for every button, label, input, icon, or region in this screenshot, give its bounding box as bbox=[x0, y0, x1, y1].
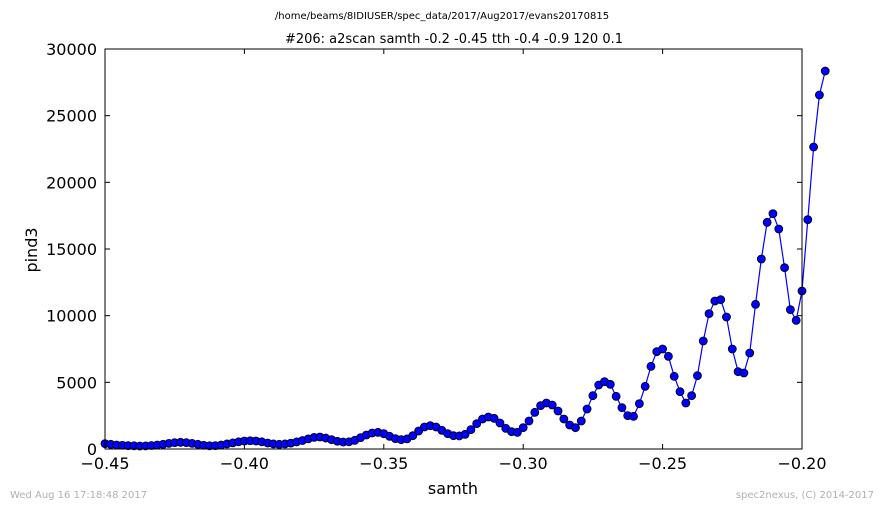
data-point bbox=[716, 295, 726, 305]
ticks-layer bbox=[104, 48, 803, 450]
data-point bbox=[605, 379, 615, 389]
data-point bbox=[762, 217, 772, 227]
data-point bbox=[559, 414, 569, 424]
data-point bbox=[512, 427, 522, 437]
y-tick-label: 25000 bbox=[46, 107, 97, 126]
data-point bbox=[576, 416, 586, 426]
x-tick-label: −0.30 bbox=[499, 454, 548, 473]
y-tick-label: 0 bbox=[87, 440, 97, 459]
y-tick-label: 10000 bbox=[46, 307, 97, 326]
y-tick-labels: 0 5000 10000 15000 20000 25000 30000 bbox=[46, 40, 97, 459]
x-axis-label: samth bbox=[428, 479, 478, 498]
data-point bbox=[768, 209, 778, 219]
data-point bbox=[739, 368, 749, 378]
x-tick-label: −0.45 bbox=[80, 454, 129, 473]
data-point bbox=[611, 391, 621, 401]
data-point bbox=[815, 90, 824, 100]
data-point bbox=[495, 418, 505, 428]
footer-timestamp: Wed Aug 16 17:18:48 2017 bbox=[10, 490, 147, 501]
data-point bbox=[547, 400, 557, 410]
data-point bbox=[756, 254, 766, 264]
data-point bbox=[518, 423, 528, 433]
x-tick-labels: −0.45 −0.40 −0.35 −0.30 −0.25 −0.20 bbox=[80, 454, 826, 473]
data-point bbox=[408, 431, 418, 441]
data-point bbox=[780, 263, 789, 273]
data-point bbox=[664, 351, 673, 361]
data-point bbox=[727, 344, 737, 354]
y-tick-label: 30000 bbox=[46, 40, 97, 59]
y-tick-label: 15000 bbox=[46, 240, 97, 259]
x-tick-label: −0.20 bbox=[777, 454, 826, 473]
data-point bbox=[698, 336, 708, 346]
data-point bbox=[809, 142, 819, 152]
data-point bbox=[553, 406, 563, 416]
data-point bbox=[774, 224, 784, 234]
x-tick-label: −0.25 bbox=[638, 454, 687, 473]
data-point bbox=[472, 419, 482, 429]
data-point bbox=[588, 391, 598, 401]
data-point bbox=[722, 312, 731, 322]
data-point bbox=[582, 404, 592, 414]
data-point bbox=[530, 407, 540, 417]
data-point bbox=[785, 305, 795, 315]
data-point bbox=[791, 315, 801, 325]
data-point bbox=[803, 215, 813, 225]
data-point bbox=[658, 344, 667, 354]
data-point bbox=[669, 371, 679, 381]
data-point bbox=[571, 423, 580, 433]
y-axis-label: pind3 bbox=[22, 227, 41, 272]
data-point bbox=[640, 381, 650, 391]
data-point bbox=[687, 391, 697, 401]
series-line bbox=[104, 70, 826, 447]
data-point bbox=[704, 309, 714, 319]
series-layer bbox=[100, 66, 830, 451]
data-point bbox=[646, 361, 656, 371]
data-point bbox=[693, 371, 702, 381]
footer-credit: spec2nexus, (C) 2014-2017 bbox=[736, 490, 874, 501]
data-point bbox=[629, 411, 638, 421]
data-point bbox=[681, 398, 691, 408]
data-point bbox=[617, 403, 627, 413]
data-point bbox=[466, 425, 476, 435]
file-path: /home/beams/8IDIUSER/spec_data/2017/Aug2… bbox=[275, 11, 609, 22]
data-point bbox=[751, 299, 760, 309]
y-tick-label: 5000 bbox=[56, 373, 97, 392]
x-tick-label: −0.40 bbox=[220, 454, 269, 473]
data-point bbox=[745, 348, 755, 358]
x-tick-label: −0.35 bbox=[359, 454, 408, 473]
data-point bbox=[634, 399, 644, 409]
data-point bbox=[460, 429, 470, 439]
plot-frame bbox=[104, 48, 803, 450]
y-tick-label: 20000 bbox=[46, 173, 97, 192]
chart-title: #206: a2scan samth -0.2 -0.45 tth -0.4 -… bbox=[285, 32, 623, 47]
data-point bbox=[675, 387, 685, 397]
data-point bbox=[820, 66, 830, 76]
data-point bbox=[489, 413, 499, 423]
data-point bbox=[524, 416, 534, 426]
